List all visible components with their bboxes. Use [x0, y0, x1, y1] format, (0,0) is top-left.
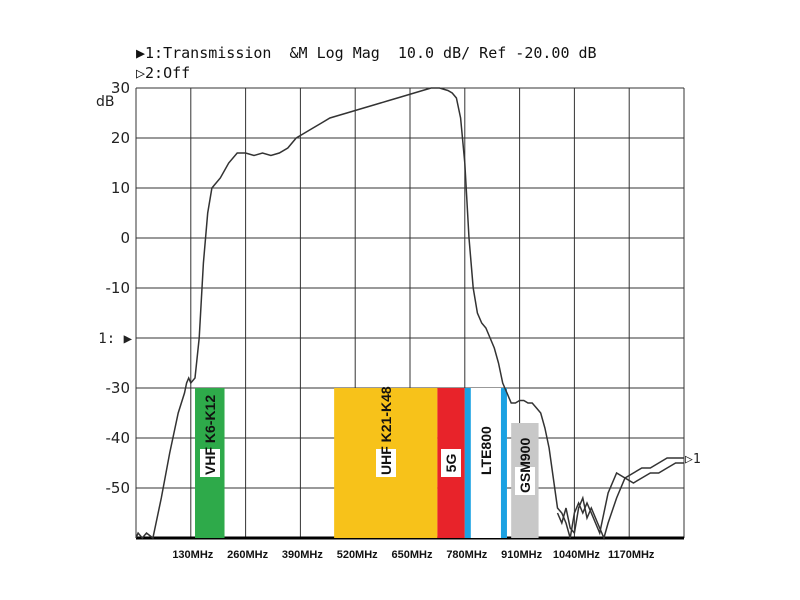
frequency-band-edge — [500, 388, 507, 538]
y-tick-label: -50 — [106, 479, 131, 497]
x-tick-label: 1040MHz — [553, 549, 601, 561]
x-tick-label: 520MHz — [337, 549, 378, 561]
y-tick-label: -10 — [106, 279, 131, 297]
x-tick-label: 1170MHz — [608, 549, 655, 561]
x-tick-label: 780MHz — [446, 549, 487, 561]
band-label: GSM900 — [514, 437, 535, 495]
trace-line — [556, 462, 684, 541]
x-tick-label: 260MHz — [227, 549, 268, 561]
y-tick-label: -40 — [106, 429, 131, 447]
x-tick-label: 130MHz — [172, 549, 213, 561]
band-label: LTE800 — [475, 426, 496, 477]
y-tick-label: 0 — [120, 229, 130, 247]
frequency-band-edge — [464, 388, 471, 538]
y-tick-label: 20 — [111, 129, 130, 147]
y-tick-label: 30 — [111, 79, 130, 97]
y-axis-unit-label: dB — [96, 94, 115, 110]
band-label: UHF K21-K48 — [375, 386, 396, 477]
band-label: VHF K6-K12 — [199, 395, 220, 477]
trace-end-marker: ▷1 — [685, 452, 701, 467]
x-tick-label: 390MHz — [282, 549, 323, 561]
y-tick-label: 10 — [111, 179, 130, 197]
band-label: 5G — [441, 449, 462, 477]
y-tick-label: -30 — [106, 379, 131, 397]
x-tick-label: 910MHz — [501, 549, 542, 561]
chart-header-line-2: ▷2:Off — [136, 64, 191, 82]
reference-level-marker: 1: ▶ — [98, 331, 132, 347]
trace-line — [135, 87, 684, 540]
x-tick-label: 650MHz — [392, 549, 433, 561]
chart-header-line-1: ▶1:Transmission &M Log Mag 10.0 dB/ Ref … — [136, 44, 597, 62]
